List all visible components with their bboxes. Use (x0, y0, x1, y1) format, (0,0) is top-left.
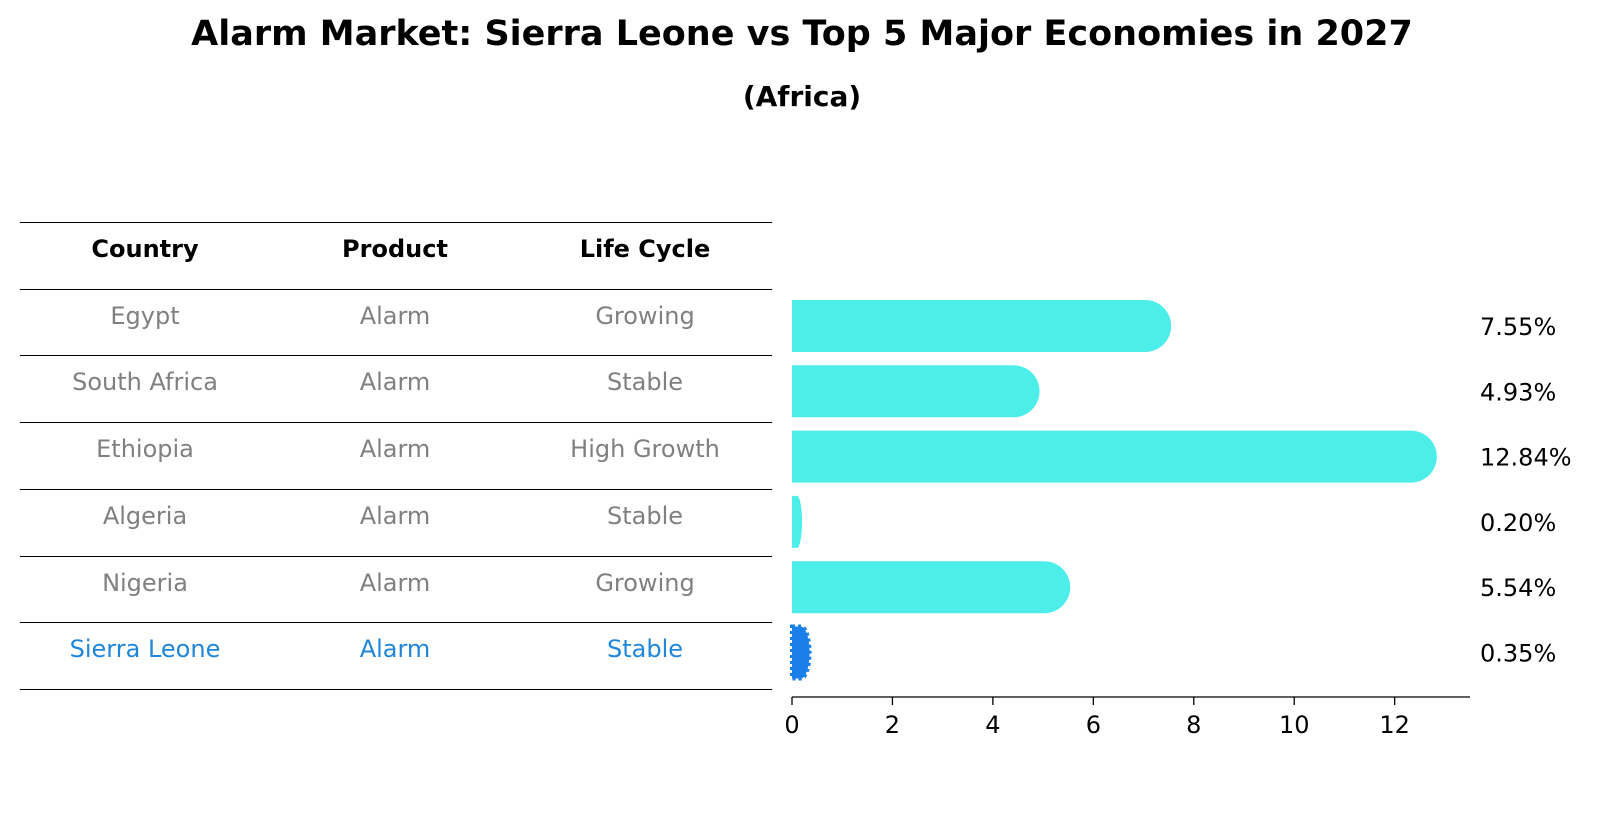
table-rule (20, 355, 772, 356)
table-rule (20, 222, 772, 223)
cell-country: Sierra Leone (69, 635, 221, 663)
cell-country: Nigeria (102, 569, 188, 597)
bar (792, 430, 1437, 483)
header-life-cycle: Life Cycle (579, 235, 711, 263)
cell-product: Alarm (359, 435, 431, 463)
x-tick-label: 2 (885, 711, 900, 739)
table-rule (20, 422, 772, 423)
x-tick-label: 6 (1086, 711, 1101, 739)
cell-life-cycle: Growing (595, 302, 695, 330)
cell-country: Egypt (110, 302, 180, 330)
bar (790, 624, 812, 681)
data-label: 5.54% (1480, 574, 1556, 602)
bar (792, 495, 803, 548)
table-rule (20, 289, 772, 290)
cell-product: Alarm (359, 502, 431, 530)
cell-country: Ethiopia (96, 435, 194, 463)
cell-life-cycle: Stable (606, 502, 684, 530)
x-tick-label: 0 (784, 711, 799, 739)
x-tick-label: 8 (1186, 711, 1201, 739)
cell-product: Alarm (359, 569, 431, 597)
cell-life-cycle: Stable (606, 635, 684, 663)
cell-country: South Africa (72, 368, 218, 396)
bar (792, 300, 1172, 352)
cell-country: Algeria (102, 502, 188, 530)
header-country: Country (91, 235, 199, 263)
chart-subtitle: (Africa) (742, 80, 862, 113)
x-tick-label: 12 (1379, 711, 1410, 739)
data-label: 4.93% (1480, 378, 1556, 406)
chart-title: Alarm Market: Sierra Leone vs Top 5 Majo… (191, 14, 1413, 54)
bar (792, 365, 1040, 418)
data-label: 0.35% (1480, 640, 1556, 668)
data-label: 12.84% (1480, 444, 1572, 472)
x-tick-label: 4 (985, 711, 1000, 739)
x-tick-label: 10 (1279, 711, 1310, 739)
table-rule (20, 689, 772, 690)
table-rule (20, 489, 772, 490)
table-rule (20, 622, 772, 623)
header-product: Product (342, 235, 448, 263)
data-label: 7.55% (1480, 313, 1556, 341)
cell-life-cycle: Growing (595, 569, 695, 597)
table-rule (20, 556, 772, 557)
cell-life-cycle: Stable (606, 368, 684, 396)
cell-product: Alarm (359, 635, 431, 663)
cell-product: Alarm (359, 302, 431, 330)
data-label: 0.20% (1480, 509, 1556, 537)
cell-product: Alarm (359, 368, 431, 396)
bar (792, 561, 1071, 614)
cell-life-cycle: High Growth (570, 435, 720, 463)
